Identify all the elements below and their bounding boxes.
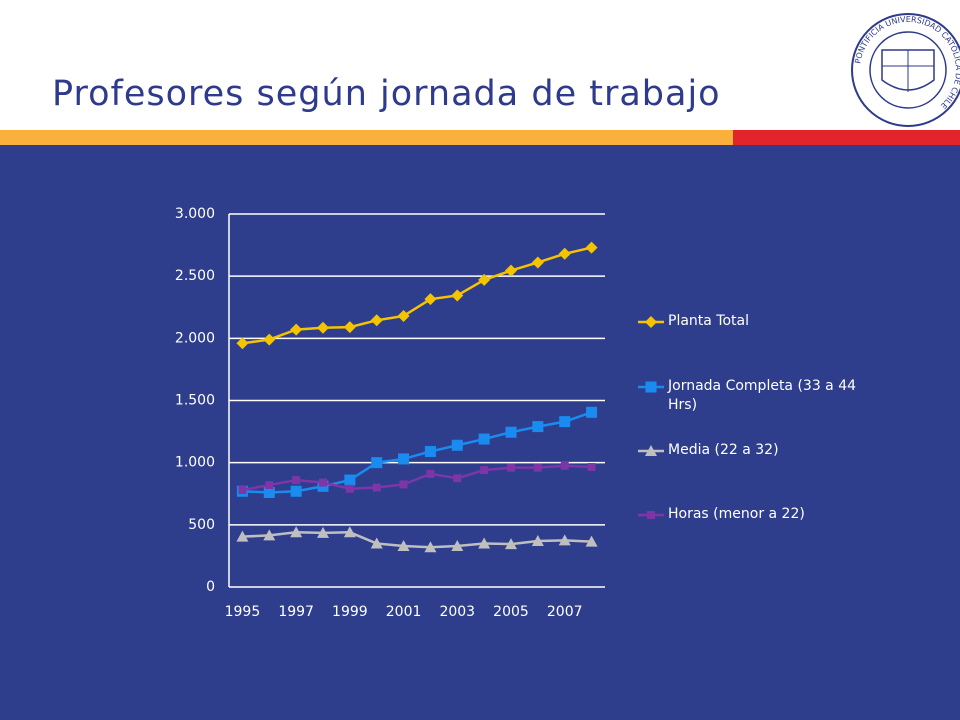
marker	[343, 321, 356, 334]
x-tick-label: 2003	[439, 604, 475, 620]
marker	[453, 474, 462, 483]
marker	[533, 463, 542, 472]
y-tick-label: 2.500	[175, 268, 215, 284]
marker	[236, 530, 249, 542]
marker	[559, 416, 571, 428]
marker	[290, 526, 303, 538]
background	[0, 145, 960, 720]
marker	[398, 453, 410, 465]
legend-label: Planta Total	[668, 313, 749, 329]
marker	[424, 293, 437, 306]
marker	[586, 406, 598, 418]
marker	[558, 534, 571, 546]
x-tick-label: 1997	[278, 604, 314, 620]
marker	[344, 474, 356, 486]
marker	[480, 466, 489, 475]
marker	[319, 478, 327, 487]
marker	[424, 445, 436, 457]
red-band	[733, 130, 960, 145]
y-tick-label: 0	[206, 579, 215, 595]
legend-marker	[645, 445, 657, 456]
marker	[263, 529, 276, 541]
marker	[478, 433, 490, 445]
marker	[371, 457, 383, 469]
series-line	[242, 531, 592, 549]
x-tick-label: 1999	[332, 604, 368, 620]
marker	[397, 539, 410, 551]
marker	[505, 426, 517, 438]
legend-label: Media (22 a 32)	[668, 442, 779, 458]
marker	[397, 309, 410, 322]
marker	[531, 256, 544, 269]
marker	[370, 314, 383, 327]
legend-marker	[647, 511, 655, 519]
marker	[451, 289, 464, 302]
series-line	[242, 464, 592, 492]
marker	[370, 537, 383, 549]
legend-label: Horas (menor a 22)	[668, 506, 805, 522]
marker	[317, 321, 329, 334]
y-tick-label: 2.000	[175, 330, 215, 346]
x-tick-label: 2005	[493, 604, 529, 620]
x-tick-label: 2001	[386, 604, 422, 620]
marker	[372, 483, 381, 492]
marker	[399, 480, 408, 489]
marker	[478, 273, 491, 286]
marker	[292, 476, 301, 485]
legend-marker	[645, 381, 657, 393]
marker	[343, 526, 356, 538]
marker	[531, 534, 544, 546]
marker	[290, 323, 303, 336]
marker	[478, 537, 491, 549]
marker	[505, 538, 517, 550]
marker	[560, 461, 569, 470]
y-tick-label: 3.000	[175, 206, 215, 222]
logo: PONTIFICIA UNIVERSIDAD CATÓLICA DE CHILE	[851, 13, 960, 127]
marker	[451, 439, 463, 451]
marker	[265, 481, 274, 490]
marker	[238, 486, 247, 495]
marker	[426, 469, 435, 478]
slide-title: Profesores según jornada de trabajo	[52, 74, 721, 114]
marker	[585, 535, 598, 547]
y-tick-label: 1.000	[175, 455, 215, 471]
orange-band	[0, 130, 733, 145]
marker	[451, 539, 464, 551]
marker	[507, 463, 515, 472]
marker	[558, 247, 571, 260]
y-tick-label: 500	[188, 517, 215, 533]
marker	[585, 241, 598, 254]
marker	[532, 421, 544, 433]
marker	[236, 337, 249, 350]
marker	[263, 333, 276, 346]
marker	[424, 541, 437, 553]
marker	[345, 484, 354, 493]
legend-label: Jornada Completa (33 a 44 Hrs)	[668, 378, 857, 413]
marker	[505, 264, 517, 277]
x-tick-label: 2007	[547, 604, 583, 620]
marker	[587, 463, 596, 472]
marker	[263, 487, 275, 499]
marker	[290, 485, 302, 497]
marker	[317, 526, 329, 538]
x-tick-label: 1995	[225, 604, 261, 620]
legend-marker	[645, 316, 657, 328]
y-tick-label: 1.500	[175, 393, 215, 409]
